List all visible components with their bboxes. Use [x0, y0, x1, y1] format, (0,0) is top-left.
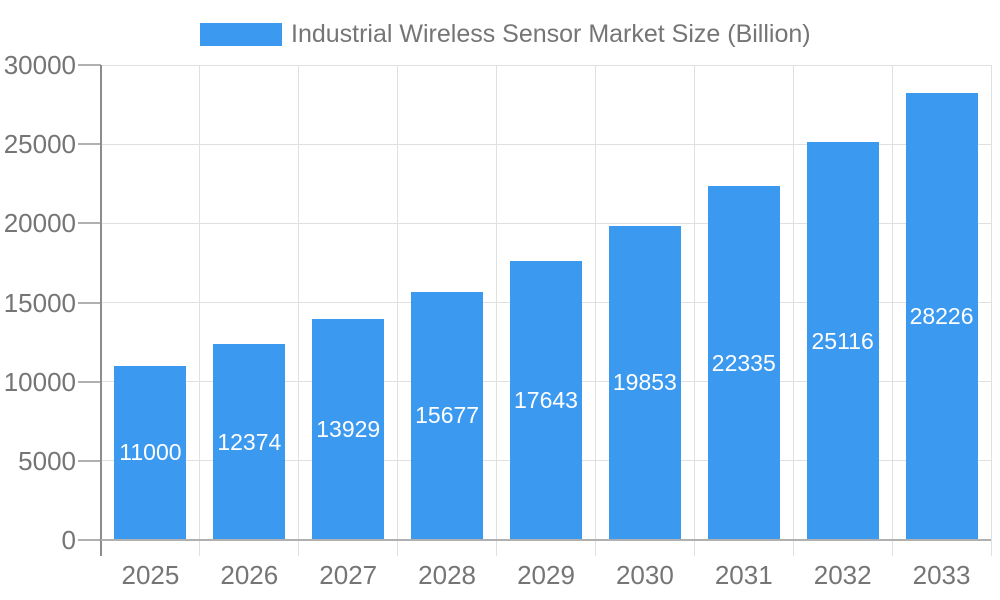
bar-value-label: 28226	[909, 303, 974, 330]
bar-value-label: 13929	[316, 416, 381, 443]
y-axis-tick	[78, 143, 101, 146]
x-gridline	[496, 65, 498, 556]
y-axis-tick	[78, 222, 101, 225]
y-axis-tick	[78, 301, 101, 304]
legend-item[interactable]: Industrial Wireless Sensor Market Size (…	[200, 20, 811, 49]
y-axis-tick-label: 30000	[3, 50, 76, 80]
bar-2026: 12374	[213, 344, 286, 540]
bar-value-label: 22335	[711, 349, 776, 376]
bar-2033: 28226	[905, 93, 978, 540]
x-axis-tick-label: 2031	[714, 560, 773, 590]
bar-value-label: 12374	[217, 428, 282, 455]
x-axis-tick-label: 2033	[912, 560, 971, 590]
bar-2029: 17643	[510, 260, 582, 540]
bar-2028: 15677	[411, 291, 484, 540]
y-axis-tick-label: 5000	[18, 445, 76, 476]
y-axis-tick	[78, 459, 101, 462]
x-axis-tick-label: 2032	[813, 560, 872, 590]
y-axis-tick	[78, 380, 101, 383]
x-axis-tick-label: 2027	[319, 560, 378, 590]
y-axis-tick	[78, 64, 101, 66]
legend-label: Industrial Wireless Sensor Market Size (…	[291, 20, 811, 48]
x-gridline	[891, 65, 893, 556]
x-axis-tick-label: 2026	[220, 560, 279, 590]
y-axis-tick-label: 10000	[3, 366, 76, 397]
bar-2027: 13929	[312, 319, 385, 540]
bar-value-label: 25116	[811, 327, 874, 354]
y-axis-tick-label: 15000	[3, 287, 76, 318]
bar-value-label: 17643	[514, 386, 578, 413]
legend-swatch-icon	[200, 23, 282, 46]
y-axis-tick-label: 20000	[3, 208, 76, 239]
bar-value-label: 19853	[612, 369, 677, 396]
x-gridline	[594, 65, 596, 556]
bar-value-label: 15677	[415, 402, 480, 429]
y-axis-tick	[78, 539, 101, 541]
x-gridline	[199, 65, 201, 556]
x-axis-tick-label: 2029	[517, 560, 575, 590]
bar-2031: 22335	[707, 186, 780, 540]
bar-2025: 11000	[114, 365, 187, 540]
bar-value-label: 11000	[119, 439, 182, 466]
x-gridline	[792, 65, 794, 556]
bar-2030: 19853	[608, 225, 681, 540]
y-axis-tick-label: 25000	[3, 129, 76, 160]
x-gridline	[990, 65, 992, 556]
y-gridline	[101, 222, 991, 224]
x-axis-tick-label: 2030	[615, 560, 674, 590]
x-gridline	[298, 65, 300, 556]
x-axis-line	[101, 539, 991, 541]
y-gridline	[101, 143, 991, 145]
bar-2032: 25116	[806, 142, 879, 540]
x-axis-tick-label: 2025	[121, 560, 180, 590]
x-gridline	[397, 65, 399, 556]
y-gridline	[101, 64, 991, 66]
y-axis-line	[100, 65, 102, 556]
y-axis-tick-label: 0	[61, 525, 76, 555]
x-gridline	[693, 65, 695, 556]
x-axis-tick-label: 2028	[418, 560, 477, 590]
